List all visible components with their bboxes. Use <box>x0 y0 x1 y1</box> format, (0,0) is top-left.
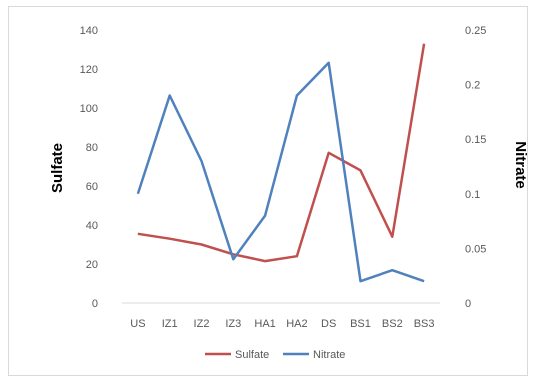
right-axis-title: Nitrate <box>512 141 529 189</box>
left-tick-label: 80 <box>86 142 98 154</box>
x-tick-label: BS2 <box>382 318 403 330</box>
legend: Sulfate Nitrate <box>205 349 345 361</box>
x-tick-label: IZ3 <box>225 318 241 330</box>
x-tick-label: BS3 <box>414 318 435 330</box>
legend-label-sulfate: Sulfate <box>235 349 269 361</box>
x-tick-label: US <box>130 318 145 330</box>
right-tick-label: 0.25 <box>465 25 486 37</box>
right-tick-label: 0 <box>465 298 471 310</box>
series-line-sulfate <box>137 43 426 263</box>
left-tick-label: 100 <box>80 103 98 115</box>
series-layer <box>136 43 426 283</box>
left-axis-title: Sulfate <box>49 143 66 193</box>
right-axis-ticks: 0 0.05 0.1 0.15 0.2 0.25 <box>465 25 486 310</box>
right-tick-label: 0.05 <box>465 243 486 255</box>
legend-label-nitrate: Nitrate <box>313 349 345 361</box>
x-axis-ticks: US IZ1 IZ2 IZ3 HA1 HA2 DS BS1 BS2 BS3 <box>130 318 434 330</box>
left-tick-label: 120 <box>80 64 98 76</box>
series-line-nitrate <box>136 61 425 283</box>
x-tick-label: IZ2 <box>194 318 210 330</box>
chart-frame <box>8 6 528 376</box>
x-tick-label: BS1 <box>350 318 371 330</box>
x-tick-label: HA1 <box>254 318 275 330</box>
right-tick-label: 0.15 <box>465 134 486 146</box>
left-tick-label: 0 <box>92 298 98 310</box>
left-axis-ticks: 0 20 40 60 80 100 120 140 <box>80 25 98 310</box>
right-tick-label: 0.1 <box>465 189 480 201</box>
x-tick-label: HA2 <box>286 318 307 330</box>
left-tick-label: 60 <box>86 181 98 193</box>
left-tick-label: 140 <box>80 25 98 37</box>
x-tick-label: IZ1 <box>162 318 178 330</box>
left-tick-label: 20 <box>86 259 98 271</box>
x-tick-label: DS <box>321 318 336 330</box>
left-tick-label: 40 <box>86 220 98 232</box>
right-tick-label: 0.2 <box>465 80 480 92</box>
